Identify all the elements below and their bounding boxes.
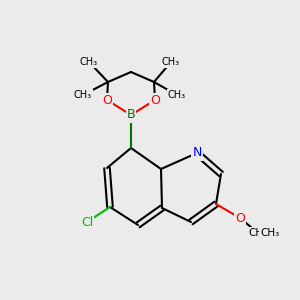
Text: CH₃: CH₃ — [260, 228, 279, 238]
Text: Cl: Cl — [81, 215, 93, 229]
Text: O: O — [235, 212, 245, 224]
Text: B: B — [127, 109, 135, 122]
Text: N: N — [192, 146, 202, 160]
Text: CH₃: CH₃ — [74, 90, 92, 100]
Text: CH₃: CH₃ — [248, 228, 268, 238]
Text: O: O — [150, 94, 160, 106]
Text: CH₃: CH₃ — [80, 57, 98, 67]
Text: O: O — [102, 94, 112, 106]
Text: CH₃: CH₃ — [168, 90, 186, 100]
Text: CH₃: CH₃ — [162, 57, 180, 67]
